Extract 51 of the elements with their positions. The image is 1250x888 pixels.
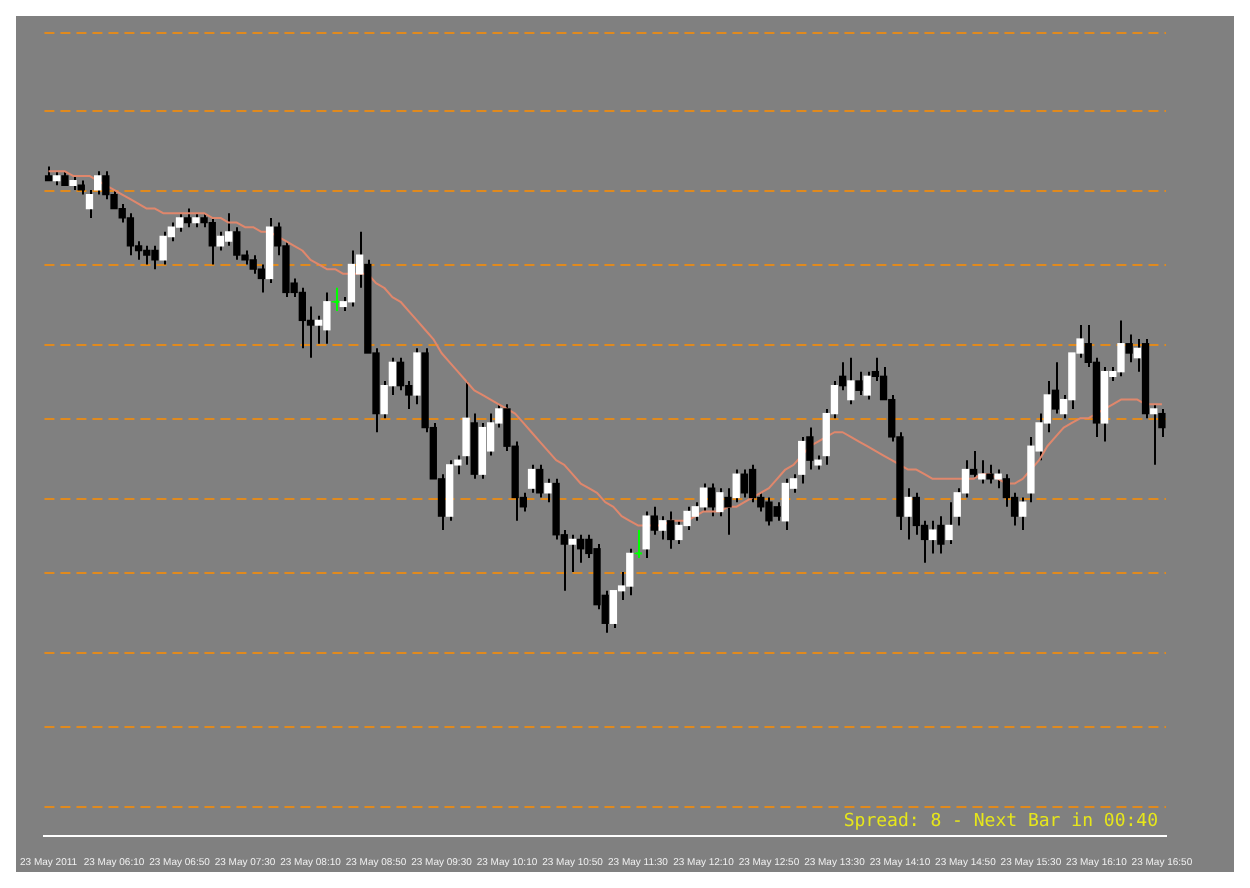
candlestick [184,207,192,229]
candlestick [650,505,658,536]
candlestick [126,212,135,257]
candlestick [536,463,544,499]
text: Spread: 8 - Next Bar in 00:40 [843,811,1158,832]
candlestick [699,482,708,513]
candlestick [323,291,331,345]
candlestick [642,510,650,560]
candlestick [143,244,151,266]
candlestick [175,212,184,233]
candlestick [937,515,945,555]
candlestick [1117,319,1125,378]
candlestick [1125,333,1133,364]
candlestick [527,463,536,494]
candlestick [986,463,994,485]
candlestick [863,370,871,401]
candlestick [298,286,306,350]
candlestick [478,421,487,480]
candlestick [667,510,675,550]
candlestick [658,515,667,541]
candlestick [716,487,724,518]
candlestick [609,589,618,629]
candlestick [847,356,855,406]
candlestick [102,170,110,201]
candlestick [740,468,749,499]
candlestick [208,216,216,266]
candlestick [748,463,757,504]
candlestick [249,254,257,275]
candlestick [347,249,356,308]
candlestick [912,491,920,536]
candlestick [626,547,634,597]
candlestick [994,468,1002,490]
candlestick [773,501,781,522]
candlestick [159,230,167,266]
candlestick [151,244,159,271]
candlestick [765,496,773,527]
candlestick [577,533,585,564]
candlestick [724,487,732,536]
candlestick [969,449,978,480]
candlestick [707,482,716,518]
candlestick [1019,496,1027,532]
candlestick [855,370,863,396]
candlestick [396,356,405,392]
candlestick [216,230,225,252]
candlestick [568,533,577,574]
candlestick [675,519,683,546]
candlestick [781,477,789,532]
candlestick [929,519,937,555]
candlestick [978,459,986,485]
candlestick [798,435,806,485]
candlestick [257,263,266,294]
